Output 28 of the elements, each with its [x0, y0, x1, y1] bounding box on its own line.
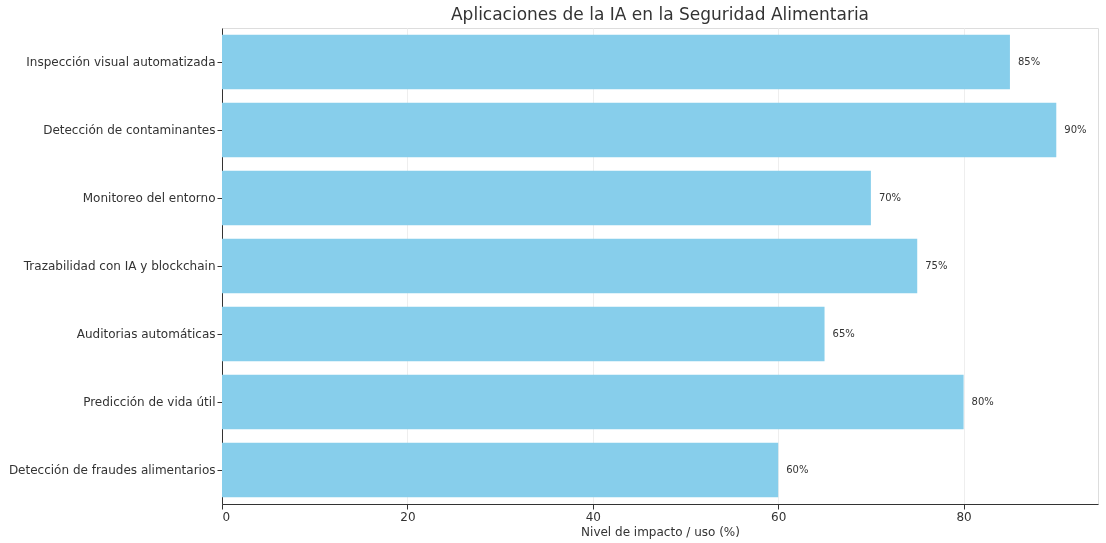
x-tick-label: 40	[585, 509, 601, 524]
data-label: 65%	[832, 328, 855, 339]
bar	[222, 374, 964, 430]
y-tick-label: Detección de fraudes alimentarios	[8, 463, 216, 477]
chart-title: Aplicaciones de la IA en la Seguridad Alimentaria	[450, 4, 870, 24]
data-label: 90%	[1064, 124, 1087, 135]
bar	[222, 442, 779, 498]
data-label: 70%	[878, 192, 902, 203]
x-tick-label: 20	[400, 509, 416, 524]
y-tick-label: Inspección visual automatizada	[26, 55, 216, 69]
x-axis-title: Nivel de impacto / uso (%)	[581, 524, 740, 539]
y-tick-label: Monitoreo del entorno	[82, 191, 216, 205]
data-label: 75%	[925, 260, 948, 271]
y-tick-label: Trazabilidad con IA y blockchain	[22, 259, 216, 273]
bar	[222, 238, 918, 294]
x-tick-label: 60	[771, 509, 787, 524]
y-tick-label: Predicción de vida útil	[83, 395, 216, 409]
data-label: 80%	[971, 396, 994, 407]
bar	[222, 306, 825, 362]
x-tick-label: 0	[222, 509, 231, 524]
x-tick-label: 80	[956, 509, 972, 524]
bar	[222, 34, 1010, 90]
data-label: 60%	[786, 464, 809, 475]
bar	[222, 102, 1057, 158]
bar	[222, 170, 871, 226]
y-tick-label: Auditorias automáticas	[76, 327, 216, 341]
y-tick-label: Detección de contaminantes	[43, 123, 216, 137]
data-label: 85%	[1017, 56, 1041, 67]
